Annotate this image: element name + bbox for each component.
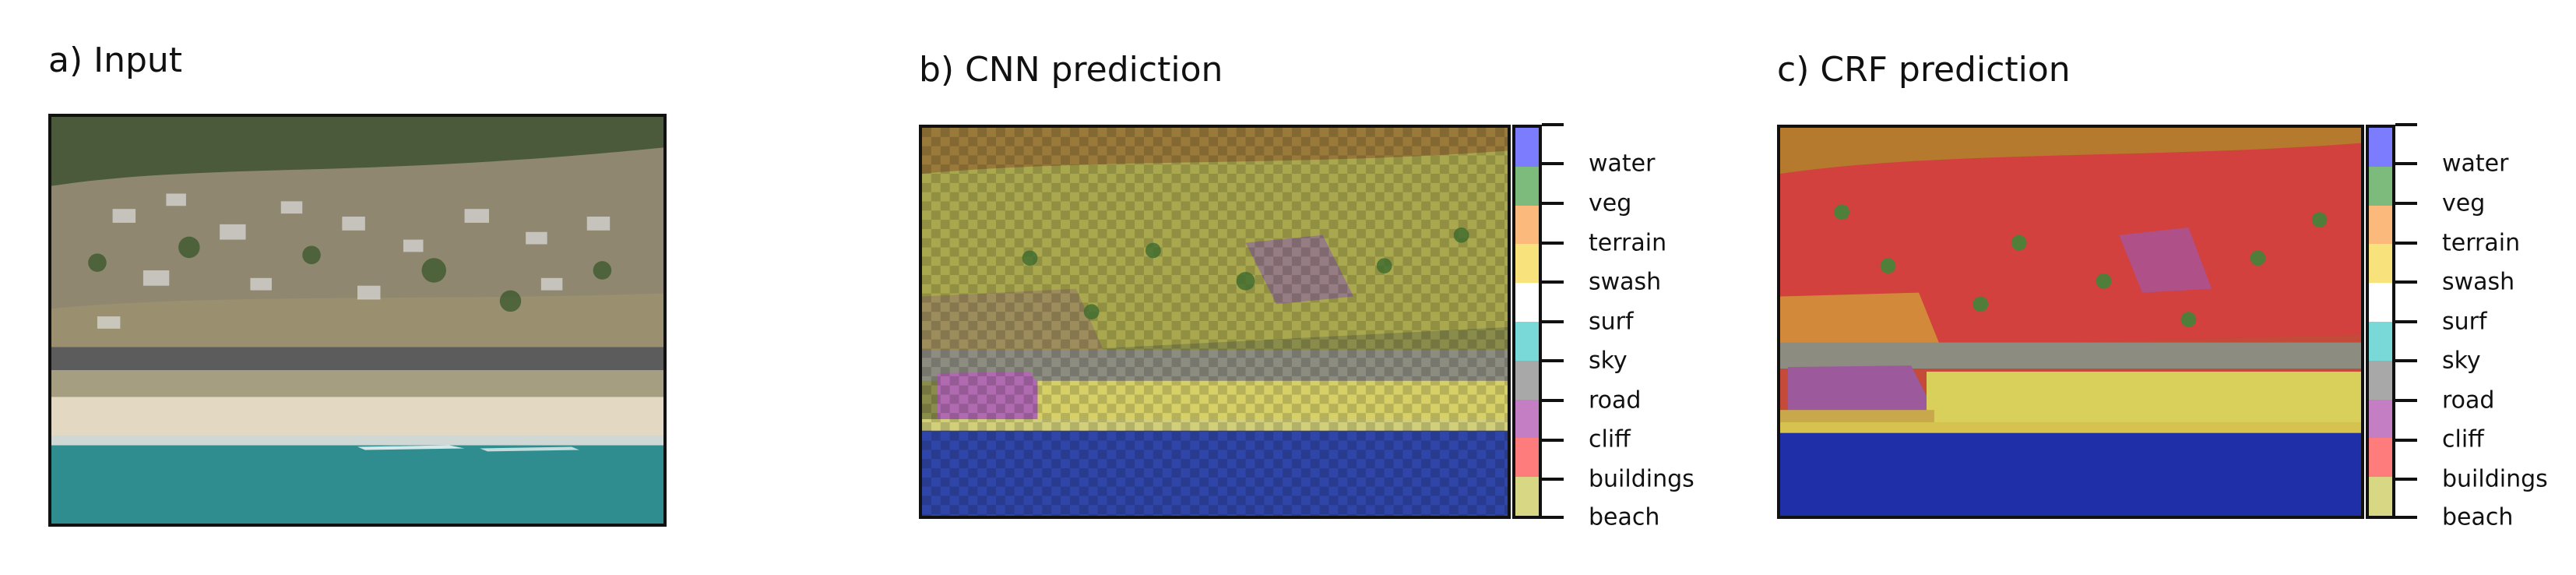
panel-a-title: a) Input (48, 41, 183, 80)
crf-label-cliff: cliff (2442, 425, 2484, 453)
cnn-label-buildings: buildings (1589, 465, 1694, 493)
crf-prediction-image (1777, 125, 2364, 519)
crf-colorbar-ticks: water veg terrain swash surf sky road cl… (2395, 123, 2574, 531)
cnn-label-terrain: terrain (1589, 229, 1667, 257)
cnn-swatch-road (1515, 360, 1539, 400)
crf-label-road: road (2442, 386, 2495, 414)
cnn-label-road: road (1589, 386, 1642, 414)
cnn-colorbar-ticks: water veg terrain swash surf sky road cl… (1542, 123, 1729, 531)
crf-swatch-water (2369, 128, 2392, 167)
crf-swatch-surf (2369, 283, 2392, 323)
crf-swatch-buildings (2369, 438, 2392, 478)
cnn-swatch-veg (1515, 166, 1539, 206)
crf-label-swash: swash (2442, 268, 2515, 296)
panel-c-title: c) CRF prediction (1777, 50, 2071, 90)
input-image (48, 114, 667, 527)
cnn-label-beach: beach (1589, 503, 1660, 531)
crf-swatch-sky (2369, 322, 2392, 361)
cnn-swatch-swash (1515, 244, 1539, 284)
crf-label-terrain: terrain (2442, 229, 2521, 257)
crf-colorbar (2366, 125, 2395, 519)
crf-swatch-terrain (2369, 205, 2392, 245)
cnn-label-water: water (1589, 150, 1656, 178)
crf-label-veg: veg (2442, 189, 2486, 217)
cnn-swatch-terrain (1515, 205, 1539, 245)
crf-label-buildings: buildings (2442, 465, 2548, 493)
crf-swatch-beach (2369, 477, 2392, 516)
cnn-swatch-cliff (1515, 399, 1539, 439)
cnn-label-veg: veg (1589, 189, 1632, 217)
cnn-swatch-sky (1515, 322, 1539, 361)
crf-swatch-veg (2369, 166, 2392, 206)
cnn-label-cliff: cliff (1589, 425, 1631, 453)
cnn-swatch-surf (1515, 283, 1539, 323)
crf-swatch-cliff (2369, 399, 2392, 439)
crf-label-sky: sky (2442, 347, 2481, 375)
cnn-label-surf: surf (1589, 308, 1634, 336)
crf-label-water: water (2442, 150, 2509, 178)
crf-label-beach: beach (2442, 503, 2514, 531)
crf-swatch-swash (2369, 244, 2392, 284)
cnn-label-sky: sky (1589, 347, 1628, 375)
cnn-label-swash: swash (1589, 268, 1662, 296)
crf-label-surf: surf (2442, 308, 2487, 336)
cnn-swatch-buildings (1515, 438, 1539, 478)
panel-b-title: b) CNN prediction (919, 50, 1223, 90)
cnn-prediction-image (919, 125, 1511, 519)
cnn-colorbar (1512, 125, 1542, 519)
cnn-swatch-water (1515, 128, 1539, 167)
cnn-swatch-beach (1515, 477, 1539, 516)
crf-swatch-road (2369, 360, 2392, 400)
